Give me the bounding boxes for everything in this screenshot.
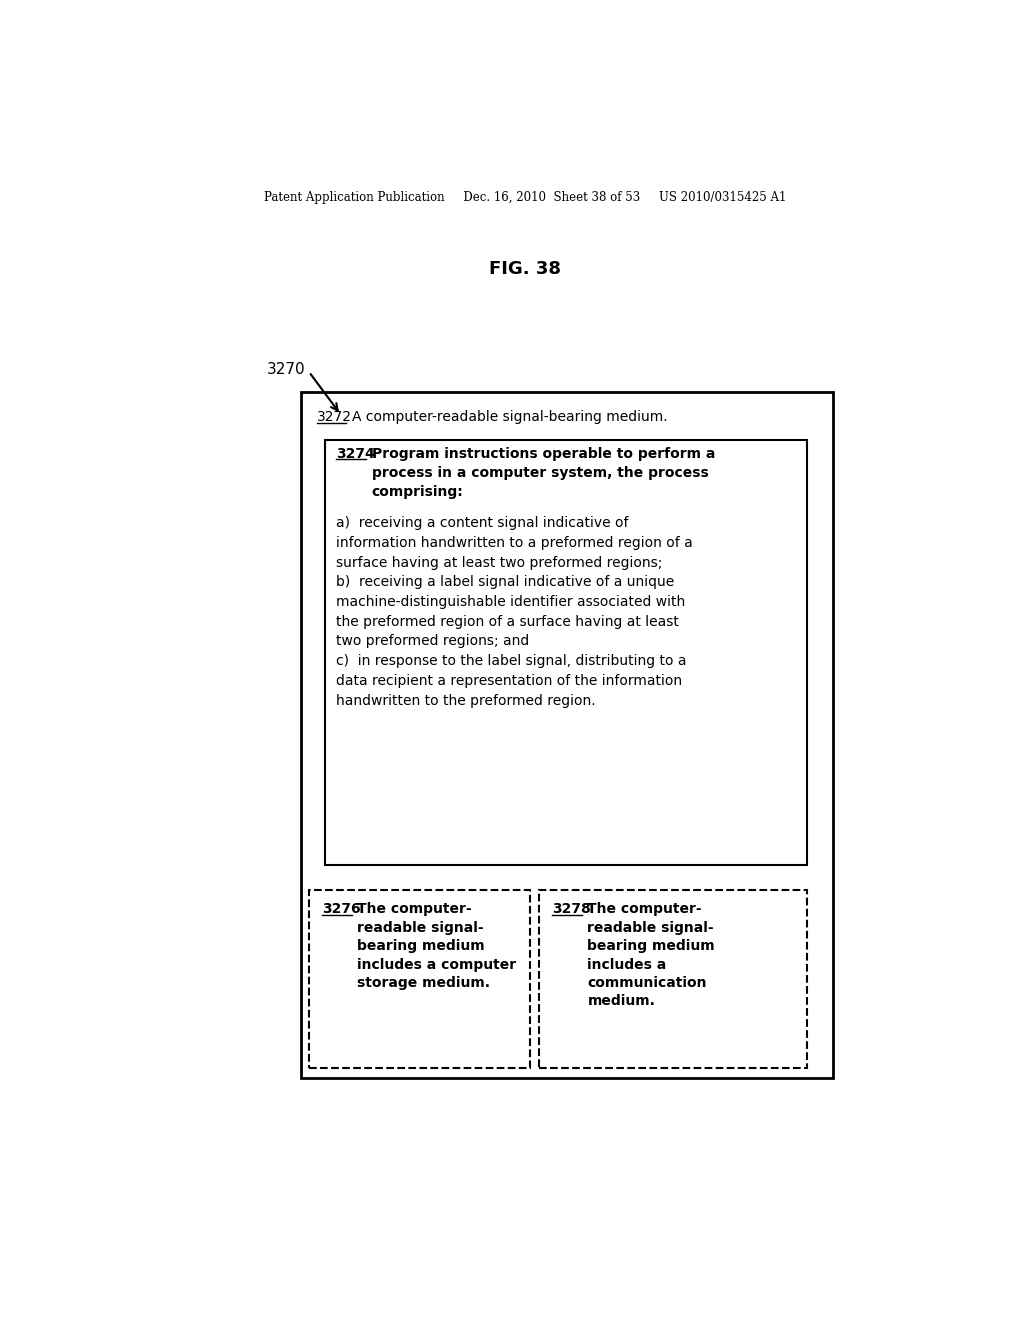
Text: 3270: 3270 bbox=[267, 362, 305, 378]
Text: The computer-
readable signal-
bearing medium
includes a computer
storage medium: The computer- readable signal- bearing m… bbox=[357, 903, 516, 990]
Bar bbox=[539, 890, 807, 1068]
Bar bbox=[325, 440, 807, 865]
Text: FIG. 38: FIG. 38 bbox=[488, 260, 561, 279]
Text: 3276: 3276 bbox=[322, 903, 360, 916]
Text: Program instructions operable to perform a
process in a computer system, the pro: Program instructions operable to perform… bbox=[372, 447, 715, 499]
Bar bbox=[301, 392, 833, 1078]
Bar bbox=[309, 890, 529, 1068]
Text: 3278: 3278 bbox=[552, 903, 591, 916]
Text: 3274: 3274 bbox=[336, 447, 375, 461]
Text: 3272: 3272 bbox=[316, 411, 352, 425]
Text: A computer-readable signal-bearing medium.: A computer-readable signal-bearing mediu… bbox=[352, 411, 668, 425]
Text: Patent Application Publication     Dec. 16, 2010  Sheet 38 of 53     US 2010/031: Patent Application Publication Dec. 16, … bbox=[263, 191, 786, 203]
Text: a)  receiving a content signal indicative of
information handwritten to a prefor: a) receiving a content signal indicative… bbox=[336, 516, 692, 708]
Text: The computer-
readable signal-
bearing medium
includes a
communication
medium.: The computer- readable signal- bearing m… bbox=[588, 903, 715, 1008]
